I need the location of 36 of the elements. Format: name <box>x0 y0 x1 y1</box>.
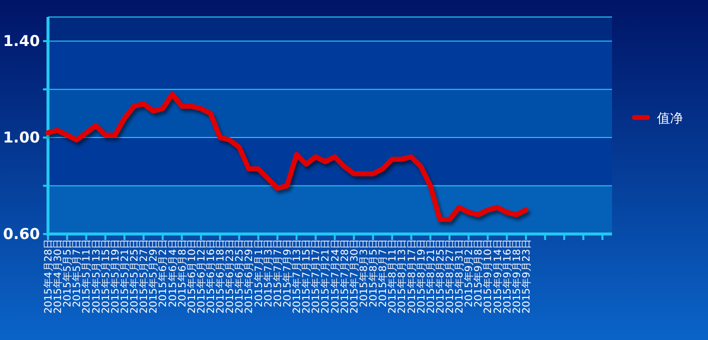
x-tick-label: 2015年7月9日 <box>281 239 294 308</box>
x-tick-label: 2015年6月10日 <box>186 239 198 314</box>
x-tick-label: 2015年8月25日 <box>434 239 446 314</box>
x-tick-label: 2015年6月12日 <box>195 239 208 314</box>
x-tick-label: 2015年8月19日 <box>415 239 428 314</box>
x-tick-label: 2015年9月18日 <box>510 239 523 314</box>
x-tick-label: 2015年6月8日 <box>176 239 188 308</box>
x-tick-label: 2015年9月16日 <box>501 239 514 314</box>
x-tick-label: 2015年9月23日 <box>520 239 532 314</box>
x-tick-label: 2015年7月7日 <box>272 239 284 308</box>
x-tick-label: 2015年7月21日 <box>320 239 332 314</box>
x-tick-label: 2015年7月30日 <box>348 239 360 314</box>
x-tick-label: 2015年6月4日 <box>166 239 179 308</box>
x-tick-label: 2015年6月2日 <box>157 239 170 308</box>
x-tick-label: 2015年5月15日 <box>100 239 112 314</box>
x-tick-label: 2015年7月1日 <box>252 239 265 308</box>
x-tick-label: 2015年5月21日 <box>118 239 131 314</box>
x-tick-label: 2015年5月19日 <box>109 239 122 314</box>
x-tick-label: 2015年8月13日 <box>396 239 408 314</box>
x-tick-label: 2015年7月24日 <box>329 239 342 314</box>
y-tick-label: 0.60 <box>2 225 40 243</box>
y-tick-label: 1.00 <box>2 128 40 147</box>
x-tick-label: 2015年8月3日 <box>358 239 370 308</box>
legend-label: 值净 <box>657 112 683 126</box>
x-tick-label: 2015年8月17日 <box>406 239 418 314</box>
x-tick-label: 2015年8月27日 <box>444 239 456 314</box>
y-tick-label: 1.40 <box>2 32 40 50</box>
x-tick-label: 2015年9月14日 <box>492 239 504 314</box>
x-tick-label: 2015年7月3日 <box>262 239 274 308</box>
x-tick-label: 2015年5月13日 <box>90 239 102 314</box>
x-tick-label: 2015年7月28日 <box>338 239 351 314</box>
x-tick-label: 2015年6月29日 <box>243 239 256 314</box>
x-tick-label: 2015年8月21日 <box>424 239 437 314</box>
x-tick-label: 2015年4月28日 <box>42 239 54 314</box>
x-tick-label: 2015年5月11日 <box>80 239 93 314</box>
x-tick-label: 2015年9月10日 <box>482 239 494 314</box>
